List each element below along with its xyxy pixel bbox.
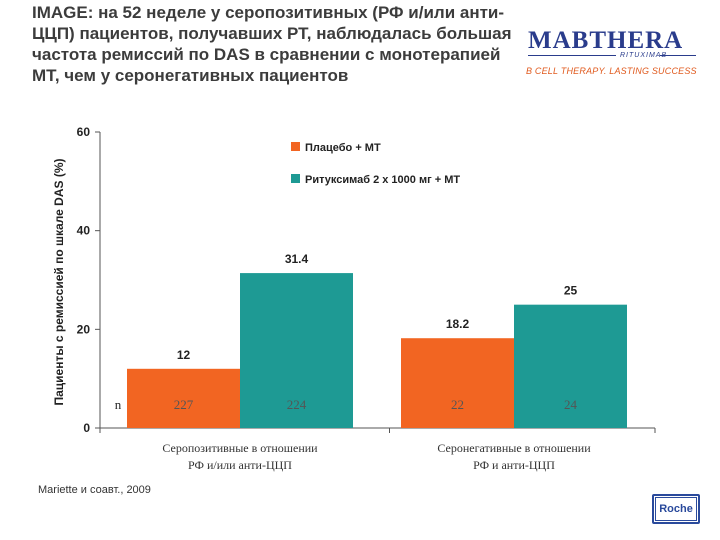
bar xyxy=(401,338,514,428)
logo-subtitle: RITUXIMAB xyxy=(620,52,668,59)
n-count-label: 24 xyxy=(564,397,578,412)
y-tick-label: 60 xyxy=(77,125,91,139)
bar-data-label: 25 xyxy=(564,284,578,298)
logo-rule-right xyxy=(660,55,696,56)
logo-rule-left xyxy=(528,55,616,56)
y-tick-label: 0 xyxy=(83,421,90,435)
brand-tagline: B CELL THERAPY. LASTING SUCCESS xyxy=(526,66,697,76)
n-count-label: 22 xyxy=(451,397,464,412)
logo-text: MABTHERA xyxy=(528,27,684,54)
mabthera-logo: MABTHERA RITUXIMAB xyxy=(528,27,700,78)
bar-data-label: 31.4 xyxy=(285,252,309,266)
bar xyxy=(514,304,627,428)
legend-entry: Плацебо + МТ xyxy=(305,142,381,154)
y-tick-label: 40 xyxy=(77,224,91,238)
legend-swatch xyxy=(291,174,300,183)
slide-title: IMAGE: на 52 неделе у серопозитивных (РФ… xyxy=(32,3,512,85)
n-row-label: n xyxy=(115,397,122,412)
source-citation: Mariette и соавт., 2009 xyxy=(38,484,151,496)
legend-entry: Ритуксимаб 2 x 1000 мг + МТ xyxy=(305,174,460,186)
n-count-label: 227 xyxy=(174,397,194,412)
x-category-label: Серонегативные в отношении РФ и анти-ЦЦП xyxy=(437,441,591,472)
n-count-label: 224 xyxy=(287,397,307,412)
bar-data-label: 12 xyxy=(177,348,191,362)
legend-swatch xyxy=(291,142,300,151)
bar xyxy=(240,273,353,428)
bar-data-label: 18.2 xyxy=(446,317,470,331)
y-axis-label: Пациенты с ремиссией по шкале DAS (%) xyxy=(52,158,66,405)
bar xyxy=(127,368,240,428)
roche-logo: Roche xyxy=(652,494,700,524)
x-category-label: Серопозитивные в отношении РФ и/или анти-… xyxy=(162,441,318,472)
y-tick-label: 20 xyxy=(77,322,91,336)
roche-logo-text: Roche xyxy=(655,497,697,521)
